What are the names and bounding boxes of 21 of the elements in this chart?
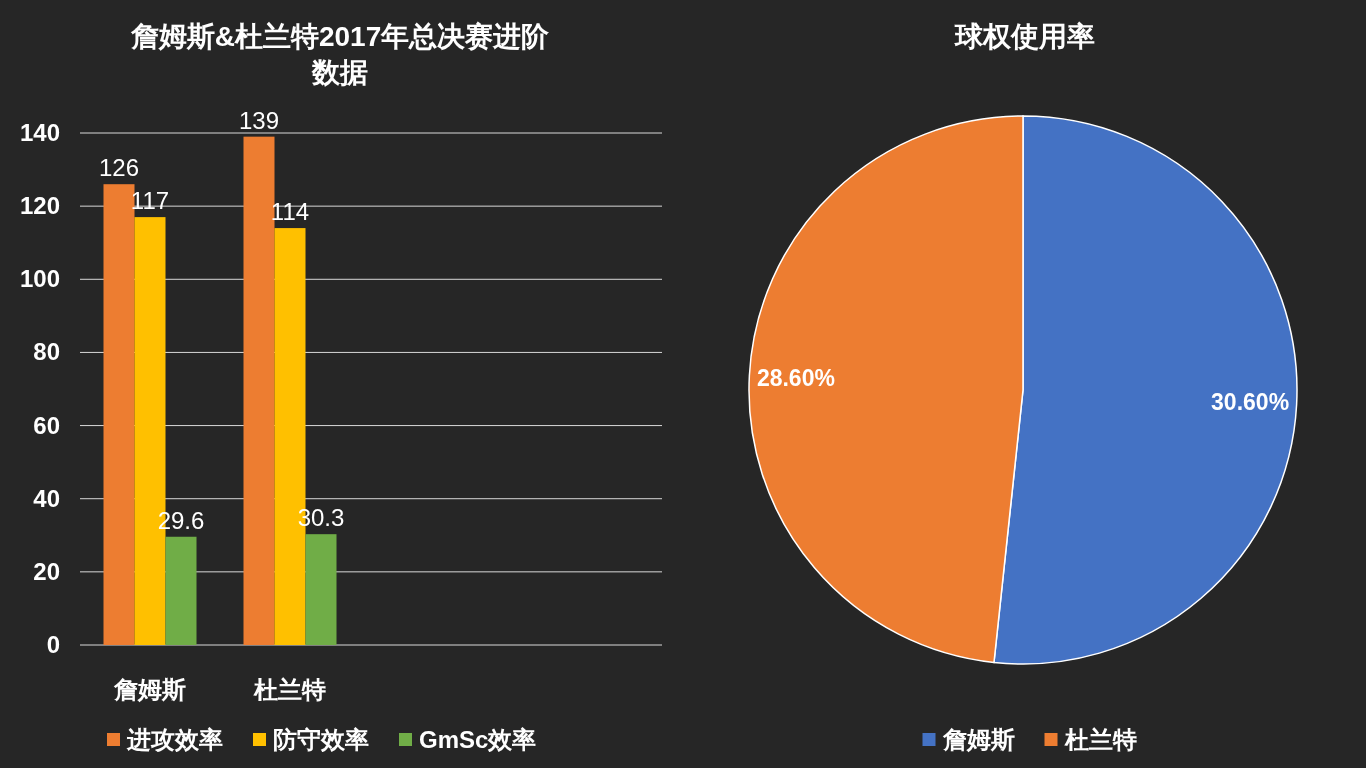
legend-label: 进攻效率 [126, 726, 223, 753]
bar [165, 536, 197, 645]
chart-title: 球权使用率 [953, 21, 1095, 52]
chart-title: 詹姆斯&杜兰特2017年总决赛进阶数据 [129, 21, 551, 88]
data-label: 139 [238, 106, 280, 134]
y-tick-label: 40 [33, 484, 60, 512]
data-label: 126 [98, 154, 140, 182]
y-tick-label: 60 [33, 411, 60, 439]
y-tick-label: 0 [46, 631, 60, 658]
legend-label: 杜兰特 [1063, 726, 1137, 753]
y-tick-label: 80 [33, 338, 60, 366]
legend-label: 詹姆斯 [941, 726, 1015, 753]
y-tick-label: 20 [33, 557, 60, 585]
legend-label: GmSc效率 [419, 726, 537, 753]
data-label: 28.60% [756, 364, 835, 391]
y-tick-label: 100 [19, 265, 60, 293]
y-tick-label: 140 [19, 119, 60, 146]
legend-label: 防守效率 [273, 726, 369, 753]
y-tick-label: 120 [19, 192, 60, 220]
data-label: 30.60% [1211, 389, 1290, 416]
bar [305, 534, 337, 645]
